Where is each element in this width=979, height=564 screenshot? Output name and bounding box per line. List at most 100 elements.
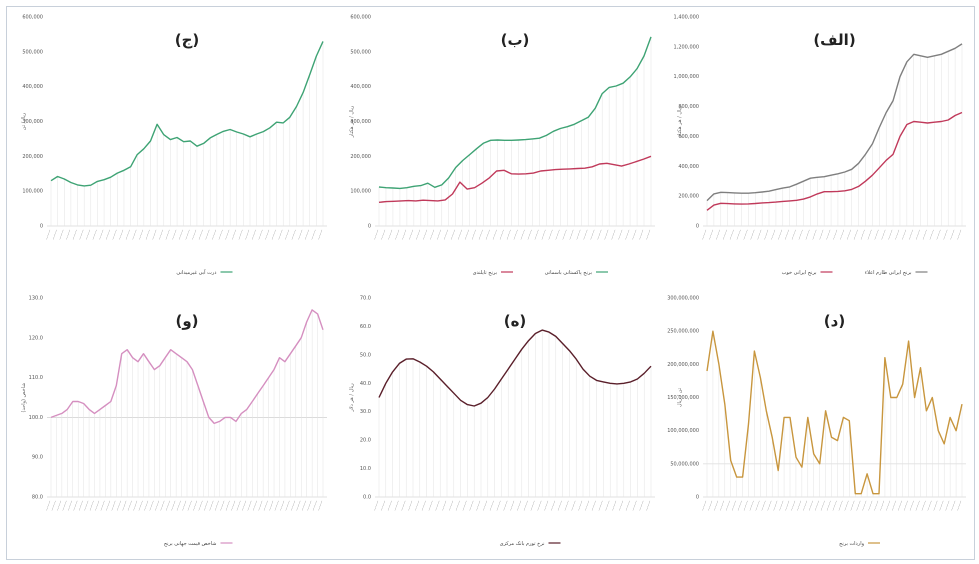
x-tick-label: ——— xyxy=(845,229,853,241)
x-tick-label: ——— xyxy=(887,229,895,241)
x-tick-label: ——— xyxy=(590,500,598,512)
x-tick-label: ——— xyxy=(949,229,957,241)
x-tick-label: ——— xyxy=(807,500,815,512)
y-tick-label: 0 xyxy=(40,224,43,230)
x-tick-label: ——— xyxy=(873,229,881,241)
chart-svg-j: (ج) ریال/ تن 0 100,000 200,000 300,000 400,000… xyxy=(21,15,327,276)
y-tick-label: 0 xyxy=(368,224,371,230)
x-tick-label: ——— xyxy=(526,229,534,241)
y-axis-label: ریال / هر هکتار xyxy=(677,105,683,138)
x-tick-label: ——— xyxy=(170,500,178,512)
y-tick-label: 0 xyxy=(696,224,699,230)
x-tick-label: ——— xyxy=(718,500,726,512)
y-tick-label: 50,000,000 xyxy=(670,461,699,467)
x-tick-label: ——— xyxy=(878,500,886,512)
x-tick-label: ——— xyxy=(104,500,112,512)
x-tick-label: ——— xyxy=(235,500,243,512)
series-line xyxy=(706,43,963,202)
x-tick-label: ——— xyxy=(407,229,415,241)
x-tick-label: ——— xyxy=(754,500,762,512)
x-tick-label: ——— xyxy=(515,500,523,512)
x-tick-label: ——— xyxy=(519,229,527,241)
x-tick-label: ——— xyxy=(783,229,791,241)
legend-label: برنج پاکستانی باسماتی xyxy=(545,270,592,276)
x-tick-label: ——— xyxy=(421,229,429,241)
y-tick-label: 50.0 xyxy=(360,352,371,358)
x-tick-label: ——— xyxy=(488,500,496,512)
x-tick-label: ——— xyxy=(935,229,943,241)
legend-label: شاخص قیمت جهانی برنج xyxy=(164,541,217,547)
y-tick-label: 400,000 xyxy=(22,84,43,90)
x-tick-label: ——— xyxy=(561,229,569,241)
x-tick-label: ——— xyxy=(920,500,928,512)
chart-title: (الف) xyxy=(813,31,855,49)
x-tick-label: ——— xyxy=(137,500,145,512)
y-tick-label: 1,000,000 xyxy=(674,74,699,80)
chart-svg-b: (ب) ریال / هر هکتار 0 100,000 200,000 300,000… xyxy=(349,15,655,276)
series-line xyxy=(706,111,963,211)
y-tick-label: 1,200,000 xyxy=(674,44,699,50)
x-tick-label: ——— xyxy=(117,229,125,241)
x-tick-label: ——— xyxy=(837,500,845,512)
x-tick-label: ——— xyxy=(893,229,901,241)
x-tick-label: ——— xyxy=(714,229,722,241)
x-tick-label: ——— xyxy=(547,229,555,241)
x-tick-label: ——— xyxy=(884,500,892,512)
chart-panel-j: (ج) ریال/ تن 0 100,000 200,000 300,000 400,000… xyxy=(7,7,336,289)
x-tick-label: ——— xyxy=(849,500,857,512)
x-tick-label: ——— xyxy=(914,500,922,512)
x-tick-label: ——— xyxy=(400,229,408,241)
x-tick-label: ——— xyxy=(914,229,922,241)
x-tick-label: ——— xyxy=(468,500,476,512)
x-tick-label: ——— xyxy=(184,229,192,241)
x-tick-label: ——— xyxy=(498,229,506,241)
y-tick-label: 120.0 xyxy=(29,335,43,341)
x-tick-label: ——— xyxy=(644,229,652,241)
x-tick-label: ——— xyxy=(137,229,145,241)
y-tick-label: 70.0 xyxy=(360,296,371,302)
x-tick-label: ——— xyxy=(617,500,625,512)
x-tick-label: ——— xyxy=(219,500,227,512)
x-tick-label: ——— xyxy=(55,500,63,512)
x-tick-label: ——— xyxy=(795,500,803,512)
x-tick-label: ——— xyxy=(177,229,185,241)
chart-panel-h: (ه) ریال / هر دلار 0.0 10.0 20.0 30.0 40.0 50.0… xyxy=(335,288,664,559)
x-tick-label: ——— xyxy=(283,229,291,241)
x-tick-label: ——— xyxy=(896,500,904,512)
x-tick-label: ——— xyxy=(522,500,530,512)
x-tick-label: ——— xyxy=(932,500,940,512)
x-tick-label: ——— xyxy=(477,229,485,241)
x-tick-label: ——— xyxy=(72,500,80,512)
y-tick-label: 600,000 xyxy=(678,134,699,140)
x-tick-label: ——— xyxy=(202,500,210,512)
x-tick-label: ——— xyxy=(310,229,318,241)
x-tick-label: ——— xyxy=(284,500,292,512)
y-tick-label: 60.0 xyxy=(360,324,371,330)
x-tick-label: ——— xyxy=(306,500,314,512)
x-tick-label: ——— xyxy=(902,500,910,512)
x-tick-label: ——— xyxy=(413,500,421,512)
y-tick-label: 200,000 xyxy=(350,154,371,160)
y-tick-label: 500,000 xyxy=(350,49,371,55)
x-tick-label: ——— xyxy=(872,500,880,512)
x-tick-label: ——— xyxy=(736,500,744,512)
x-tick-label: ——— xyxy=(61,500,69,512)
x-tick-label: ——— xyxy=(440,500,448,512)
y-tick-label: 400,000 xyxy=(678,164,699,170)
x-tick-label: ——— xyxy=(142,500,150,512)
x-tick-label: ——— xyxy=(859,229,867,241)
x-tick-label: ——— xyxy=(700,229,708,241)
x-tick-label: ——— xyxy=(942,229,950,241)
series-line xyxy=(50,41,324,187)
x-tick-label: ——— xyxy=(811,229,819,241)
x-tick-label: ——— xyxy=(576,500,584,512)
y-tick-label: 130.0 xyxy=(29,296,43,302)
x-tick-label: ——— xyxy=(797,229,805,241)
chart-svg-w: (و) شاخص (واحد) 80.0 90.0 100.0 110.0 120.0 130… xyxy=(21,296,327,547)
x-tick-label: ——— xyxy=(208,500,216,512)
x-tick-label: ——— xyxy=(760,500,768,512)
x-tick-label: ——— xyxy=(251,500,259,512)
legend-label: برنج ایرانی خوب xyxy=(782,270,817,276)
y-tick-label: 1,400,000 xyxy=(674,15,699,21)
x-tick-label: ——— xyxy=(44,229,52,241)
